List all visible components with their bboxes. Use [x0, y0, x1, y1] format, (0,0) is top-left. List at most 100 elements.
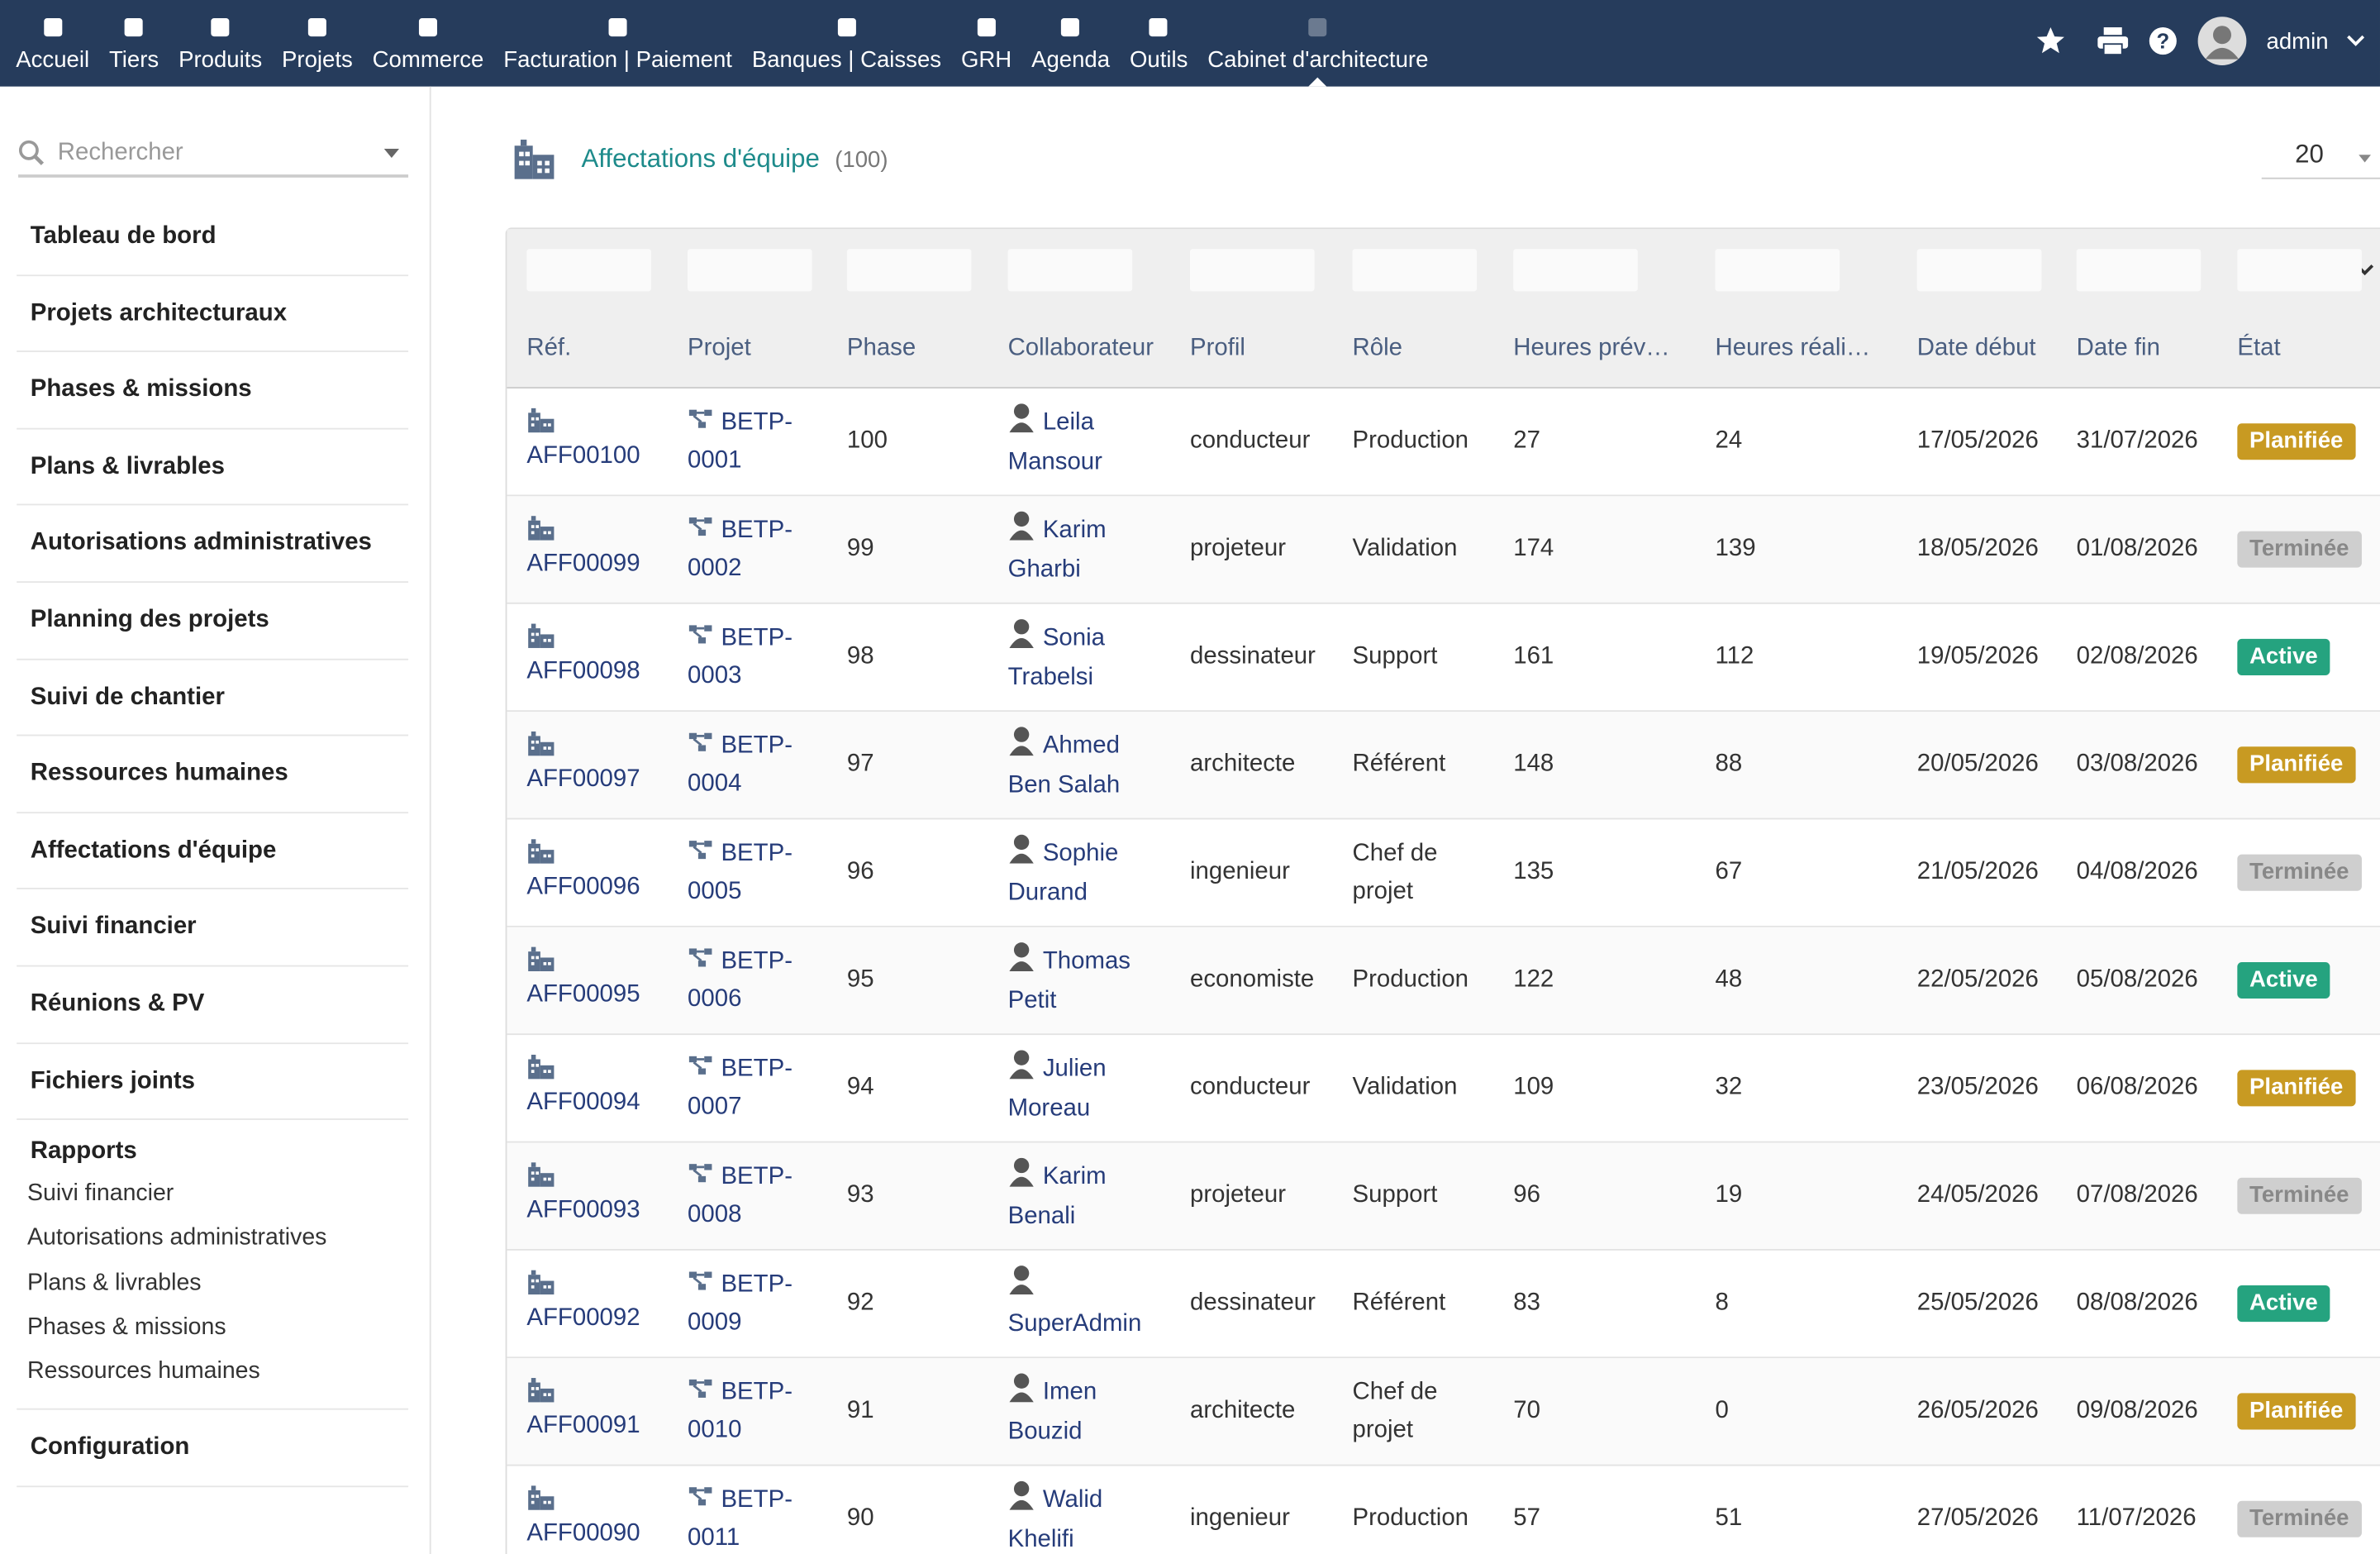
user-link[interactable]: Leila Mansour: [1007, 409, 1102, 474]
user-link[interactable]: Sonia Trabelsi: [1007, 625, 1105, 690]
column-header[interactable]: Collaborateur: [1007, 335, 1154, 361]
reports-title[interactable]: Rapports: [30, 1138, 137, 1165]
menu-item[interactable]: Phases & missions: [17, 352, 409, 430]
project-link[interactable]: BETP-0003: [688, 624, 793, 689]
menu-item[interactable]: Ressources humaines: [17, 736, 409, 813]
user-link[interactable]: Walid Khelifi: [1007, 1487, 1103, 1552]
column-filter[interactable]: [1352, 249, 1478, 292]
nav-item[interactable]: Banques | Caisses: [742, 0, 951, 87]
avatar[interactable]: [2197, 15, 2248, 66]
column-filter[interactable]: [1189, 249, 1315, 292]
help-icon[interactable]: ?: [2148, 26, 2178, 56]
menu-item[interactable]: Affectations d'équipe: [17, 813, 409, 890]
project-link[interactable]: BETP-0010: [688, 1378, 793, 1443]
column-filter[interactable]: [1007, 249, 1133, 292]
nav-item[interactable]: Projets: [272, 0, 363, 87]
user-link[interactable]: Karim Benali: [1007, 1164, 1107, 1229]
column-header[interactable]: Rôle: [1352, 335, 1402, 361]
ref-link[interactable]: AFF00097: [526, 766, 640, 793]
nav-item[interactable]: Commerce: [363, 0, 494, 87]
nav-item[interactable]: Agenda: [1021, 0, 1120, 87]
ref-link[interactable]: AFF00098: [526, 659, 640, 685]
user-link[interactable]: Karim Gharbi: [1007, 517, 1107, 583]
project-link[interactable]: BETP-0002: [688, 517, 793, 582]
ref-link[interactable]: AFF00096: [526, 874, 640, 901]
ref-link[interactable]: AFF00099: [526, 551, 640, 578]
menu-item[interactable]: Fichiers joints: [17, 1043, 409, 1121]
project-link[interactable]: BETP-0001: [688, 408, 793, 474]
column-header[interactable]: Réf.: [526, 335, 572, 361]
menu-item[interactable]: Réunions & PV: [17, 966, 409, 1044]
user-link[interactable]: Julien Moreau: [1007, 1056, 1107, 1121]
column-filter[interactable]: [526, 249, 651, 292]
column-header[interactable]: Heures réali…: [1715, 335, 1871, 361]
report-link[interactable]: Plans & livrables: [27, 1269, 202, 1295]
ref-link[interactable]: AFF00094: [526, 1089, 640, 1116]
column-filter[interactable]: [1916, 249, 2042, 292]
print-icon[interactable]: [2097, 26, 2130, 56]
column-header[interactable]: Phase: [846, 335, 916, 361]
column-header[interactable]: Date fin: [2076, 335, 2160, 361]
table-cell: Karim Gharbi: [1008, 496, 1160, 603]
user-link[interactable]: Imen Bouzid: [1007, 1379, 1097, 1444]
column-filter[interactable]: [846, 249, 972, 292]
report-link[interactable]: Ressources humaines: [27, 1357, 260, 1385]
ref-link[interactable]: AFF00093: [526, 1198, 640, 1224]
project-link[interactable]: BETP-0004: [688, 732, 793, 797]
menu-item[interactable]: Autorisations administratives: [17, 506, 409, 583]
column-filter[interactable]: [2237, 249, 2362, 292]
nav-item[interactable]: Tiers: [99, 0, 169, 87]
project-link[interactable]: BETP-0008: [688, 1163, 793, 1228]
user-link[interactable]: Thomas Petit: [1007, 948, 1130, 1013]
menu-item[interactable]: Configuration: [17, 1410, 409, 1487]
ref-link[interactable]: AFF00095: [526, 982, 640, 1008]
user-menu-caret[interactable]: [2347, 35, 2365, 47]
nav-item[interactable]: Produits: [169, 0, 272, 87]
report-link[interactable]: Autorisations administratives: [27, 1225, 327, 1251]
column-header[interactable]: Profil: [1189, 335, 1245, 361]
ref-link[interactable]: AFF00092: [526, 1305, 640, 1332]
project-link[interactable]: BETP-0005: [688, 840, 793, 905]
table-cell: 174: [1513, 496, 1554, 603]
column-filter[interactable]: [1715, 249, 1840, 292]
per-page-select[interactable]: 20: [2261, 140, 2380, 179]
column-filter[interactable]: [688, 249, 812, 292]
report-link[interactable]: Suivi financier: [27, 1180, 174, 1207]
user-link[interactable]: Ahmed Ben Salah: [1007, 732, 1121, 798]
bookmark-icon[interactable]: [2035, 26, 2066, 56]
user-name[interactable]: admin: [2266, 27, 2329, 55]
column-header[interactable]: Heures prév…: [1513, 335, 1670, 361]
menu-item[interactable]: Tableau de bord: [17, 199, 409, 276]
project-link[interactable]: BETP-0011: [688, 1486, 793, 1552]
ref-link[interactable]: AFF00100: [526, 443, 640, 470]
user-icon: [1009, 834, 1034, 864]
nav-item[interactable]: GRH: [951, 0, 1021, 87]
nav-item[interactable]: Outils: [1120, 0, 1197, 87]
column-header[interactable]: Date début: [1916, 335, 2036, 361]
menu-item[interactable]: Suivi de chantier: [17, 660, 409, 736]
project-icon: [688, 1270, 712, 1289]
nav-item[interactable]: Cabinet d'architecture: [1197, 0, 1438, 87]
project-link[interactable]: BETP-0009: [688, 1270, 793, 1336]
column-filter[interactable]: [1513, 249, 1638, 292]
project-link[interactable]: BETP-0007: [688, 1055, 793, 1120]
search-box[interactable]: Rechercher: [18, 132, 409, 178]
report-link[interactable]: Phases & missions: [27, 1313, 226, 1340]
column-filter[interactable]: [2076, 249, 2202, 292]
nav-item[interactable]: Facturation | Paiement: [493, 0, 742, 87]
user-link[interactable]: Sophie Durand: [1007, 841, 1119, 906]
project-link[interactable]: BETP-0006: [688, 947, 793, 1013]
nav-icon: [1308, 18, 1327, 37]
table-cell: 83: [1513, 1251, 1540, 1357]
nav-item[interactable]: Accueil: [6, 0, 99, 87]
table-cell: BETP-0003: [688, 604, 809, 711]
column-header[interactable]: État: [2237, 335, 2281, 361]
user-link[interactable]: SuperAdmin: [1007, 1310, 1142, 1337]
ref-link[interactable]: AFF00090: [526, 1521, 640, 1547]
menu-item[interactable]: Planning des projets: [17, 583, 409, 660]
menu-item[interactable]: Projets architecturaux: [17, 275, 409, 353]
column-header[interactable]: Projet: [688, 335, 751, 361]
menu-item[interactable]: Suivi financier: [17, 889, 409, 967]
menu-item[interactable]: Plans & livrables: [17, 429, 409, 507]
ref-link[interactable]: AFF00091: [526, 1413, 640, 1439]
